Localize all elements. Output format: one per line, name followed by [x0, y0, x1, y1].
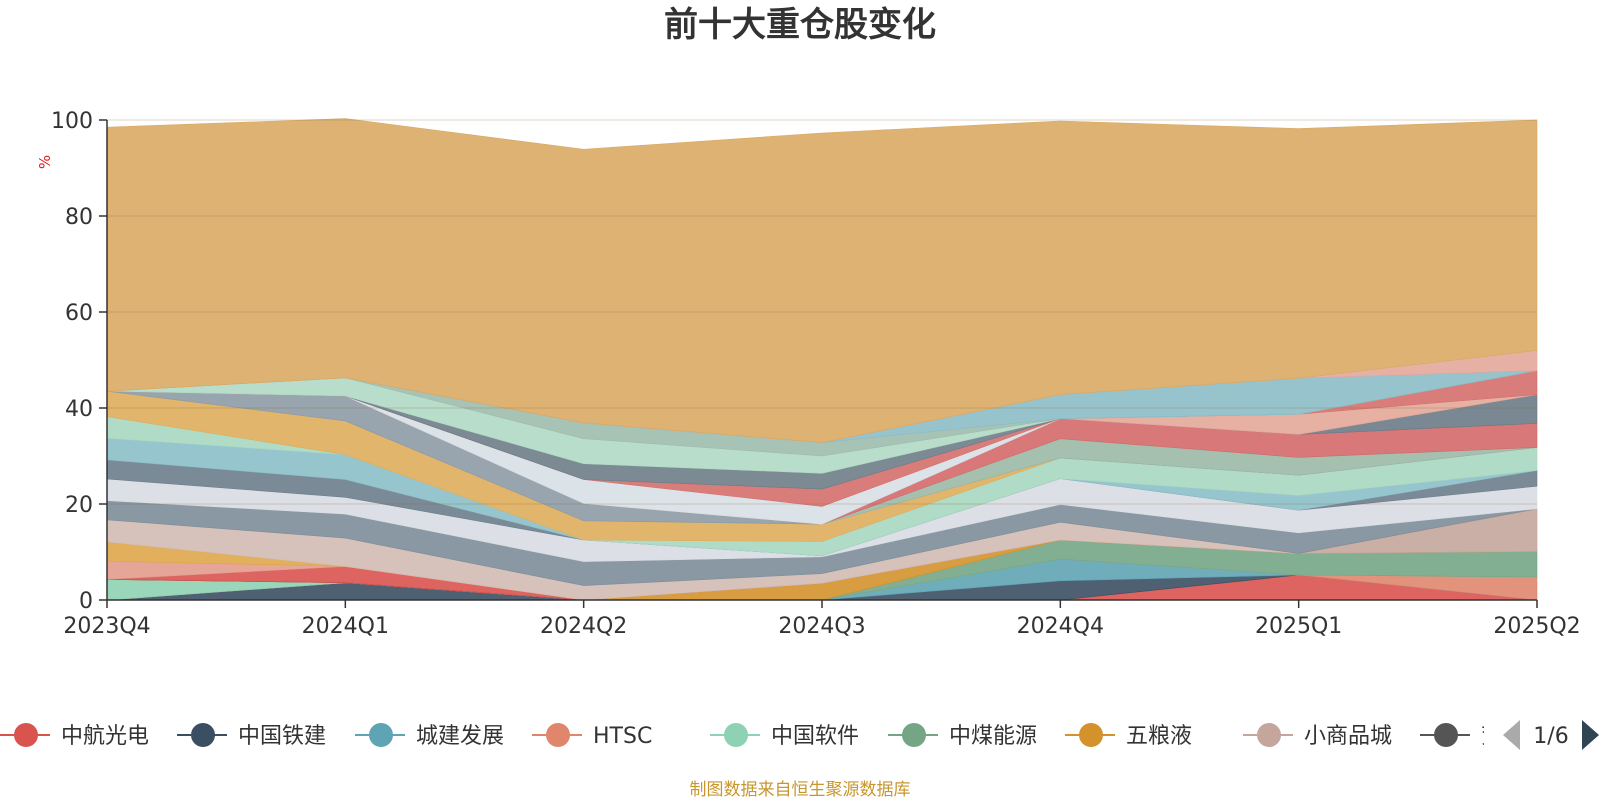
y-tick-label: 80 — [65, 205, 93, 230]
legend-item-0[interactable]: 中航光电 — [0, 723, 149, 749]
legend-item-7[interactable]: 小商品城 — [1243, 723, 1392, 749]
legend-marker-icon — [1434, 723, 1458, 747]
legend-page-indicator: 1/6 — [1533, 724, 1568, 749]
x-tick-label: 2025Q2 — [1493, 614, 1580, 639]
legend-label: 中国软件 — [771, 724, 859, 749]
legend: 中航光电 中国铁建 城建发展 HTSC 中国软件 中煤能源 五粮液 小商品城 兖矿能源 — [0, 723, 1569, 749]
x-tick-label: 2024Q2 — [540, 614, 627, 639]
legend-marker-icon — [1079, 723, 1103, 747]
legend-marker-icon — [14, 723, 38, 747]
legend-item-3[interactable]: HTSC — [532, 723, 652, 749]
axes: 0 20 40 60 80 100 2023Q4 2024Q1 2024Q2 2024Q3 2024… — [51, 109, 1581, 639]
legend-marker-icon — [546, 723, 570, 747]
legend-label: 中煤能源 — [949, 724, 1037, 749]
legend-marker-icon — [1257, 723, 1281, 747]
area-series-31 — [106, 118, 1538, 443]
legend-marker-icon — [724, 723, 748, 747]
y-axis-unit-label: % — [36, 155, 54, 169]
legend-marker-icon — [902, 723, 926, 747]
x-tick-label: 2024Q3 — [778, 614, 865, 639]
chart-title: 前十大重仓股变化 — [664, 5, 936, 45]
x-tick-label: 2023Q4 — [63, 614, 150, 639]
legend-label: 五粮液 — [1126, 724, 1192, 749]
legend-label: 小商品城 — [1304, 724, 1392, 749]
legend-label: HTSC — [593, 724, 652, 749]
legend-item-1[interactable]: 中国铁建 — [177, 723, 326, 749]
legend-item-2[interactable]: 城建发展 — [355, 723, 504, 749]
legend-label: 城建发展 — [416, 724, 504, 749]
legend-item-6[interactable]: 五粮液 — [1065, 723, 1192, 749]
legend-label: 兖矿能源 — [1481, 724, 1569, 749]
y-tick-label: 0 — [79, 589, 93, 614]
legend-item-4[interactable]: 中国软件 — [710, 723, 859, 749]
legend-item-8[interactable]: 兖矿能源 — [1420, 723, 1569, 749]
gridlines — [107, 119, 1537, 505]
legend-item-5[interactable]: 中煤能源 — [888, 723, 1037, 749]
y-tick-label: 20 — [65, 493, 93, 518]
data-source-note: 制图数据来自恒生聚源数据库 — [690, 780, 911, 800]
x-tick-label: 2024Q4 — [1017, 614, 1104, 639]
x-tick-label: 2024Q1 — [302, 614, 389, 639]
area-layers — [106, 118, 1538, 601]
x-tick-label: 2025Q1 — [1255, 614, 1342, 639]
y-tick-label: 40 — [65, 397, 93, 422]
legend-pager: 1/6 — [1503, 720, 1599, 750]
legend-prev-page-icon[interactable] — [1503, 720, 1520, 750]
legend-label: 中国铁建 — [238, 724, 326, 749]
legend-marker-icon — [369, 723, 393, 747]
legend-marker-icon — [191, 723, 215, 747]
legend-label: 中航光电 — [61, 724, 149, 749]
legend-next-page-icon[interactable] — [1582, 720, 1599, 750]
y-tick-label: 100 — [51, 109, 93, 134]
y-tick-label: 60 — [65, 301, 93, 326]
